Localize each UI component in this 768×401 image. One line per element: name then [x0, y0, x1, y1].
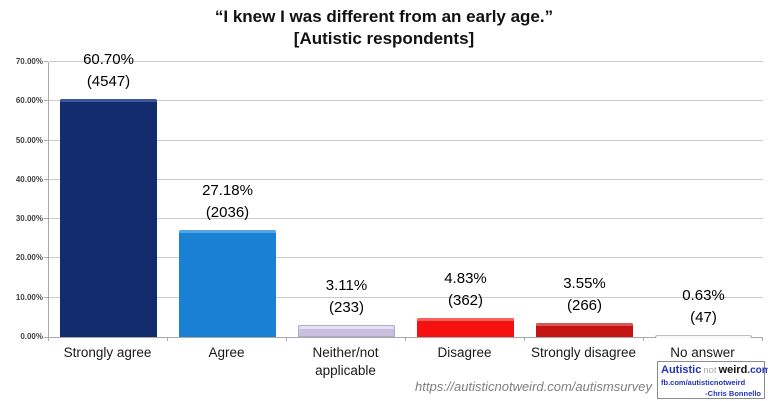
- bar-count-label: (2036): [205, 204, 250, 222]
- y-tick-mark: [44, 139, 48, 141]
- bar-count-label: (4547): [86, 72, 131, 90]
- gridline-70.00%: [49, 61, 763, 62]
- bar-value-label: 0.63% (47): [644, 285, 763, 329]
- bar-percent-label: 3.55%: [563, 275, 606, 293]
- y-tick-mark: [44, 218, 48, 220]
- y-tick-mark: [44, 178, 48, 180]
- x-tick-mark: [643, 337, 644, 341]
- logo-brand-not: not: [703, 365, 717, 376]
- chart-title-line2: [Autistic respondents]: [293, 29, 475, 48]
- bar-top-bevel: [417, 318, 514, 322]
- bar-top-bevel: [179, 230, 276, 234]
- logo-brand-weird: weird: [718, 364, 748, 376]
- logo-brand-autistic: Autistic: [661, 364, 702, 376]
- logo-box: Autistic not weird.com fb.com/autisticnotw…: [657, 361, 768, 399]
- watermark-url: https://autisticnotweird.com/autismsurve…: [415, 379, 652, 394]
- bar-percent-label: 0.63%: [682, 286, 725, 304]
- logo-brand-com: .com: [747, 365, 768, 376]
- y-tick-label: 60.00%: [15, 96, 43, 106]
- category-label: Strongly agree: [63, 345, 152, 360]
- bar-top-bevel: [299, 325, 394, 329]
- bar-percent-label: 60.70%: [83, 50, 134, 68]
- gridline-60.00%: [49, 100, 763, 102]
- y-tick-mark: [44, 100, 48, 102]
- bar-value-label: 3.11% (233): [287, 275, 406, 319]
- logo-brand: Autistic not weird.com: [661, 364, 768, 377]
- y-tick-label: 70.00%: [15, 57, 43, 66]
- plot-area: 60.70% (4547) 27.18% (2036) 3.11% (233) 4.83% (…: [48, 51, 763, 339]
- bar-value-label: 3.55% (266): [525, 273, 644, 317]
- logo-fb-url: fb.com/autisticnotweird: [661, 378, 746, 387]
- bar-top-bevel: [60, 98, 157, 102]
- bar-top-bevel: [656, 335, 751, 339]
- x-tick-mark: [48, 337, 49, 341]
- bar-count-label: (47): [690, 308, 717, 326]
- y-tick-label: 50.00%: [15, 135, 43, 145]
- y-tick-label: 0.00%: [20, 332, 43, 341]
- gridline-50.00%: [49, 139, 763, 141]
- x-axis-labels: Strongly agree Agree Neither/not applicabl…: [48, 344, 762, 380]
- x-tick-mark: [286, 337, 287, 341]
- gridline-40.00%: [49, 178, 763, 180]
- y-tick-mark: [44, 337, 48, 338]
- y-tick-label: 40.00%: [15, 174, 43, 184]
- x-tick-mark: [405, 337, 406, 341]
- bar-strongly-disagree: [536, 323, 633, 337]
- bar-percent-label: 4.83%: [444, 270, 487, 288]
- category-label: Strongly disagree: [530, 345, 637, 360]
- y-tick-label: 10.00%: [15, 292, 43, 302]
- bar-count-label: (266): [566, 297, 603, 315]
- x-tick-mark: [524, 337, 525, 341]
- bar-percent-label: 3.11%: [325, 276, 368, 294]
- bar-top-bevel: [536, 323, 633, 327]
- x-tick-mark: [762, 337, 763, 341]
- chart-title-line1: “I knew I was different from an early ag…: [214, 7, 554, 26]
- category-label: Agree: [208, 345, 245, 360]
- bar-agree: [179, 230, 276, 337]
- y-tick-label: 30.00%: [15, 214, 43, 224]
- bar-count-label: (362): [447, 292, 484, 310]
- bar-percent-label: 27.18%: [202, 182, 253, 200]
- logo-author: -Chris Bonnello: [705, 389, 761, 398]
- bar-strongly-agree: [60, 98, 157, 337]
- bar-count-label: (233): [328, 298, 365, 316]
- x-tick-mark: [167, 337, 168, 341]
- gridline-20.00%: [49, 257, 763, 259]
- bar-value-label: 60.70% (4547): [49, 49, 168, 93]
- y-tick-label: 20.00%: [15, 253, 43, 263]
- bar-value-label: 4.83% (362): [406, 268, 525, 312]
- y-tick-mark: [44, 296, 48, 298]
- gridline-30.00%: [49, 218, 763, 220]
- bar-neither-not-applicable: [298, 324, 395, 337]
- category-label: Neither/not applicable: [312, 345, 379, 378]
- category-label: No answer: [670, 345, 735, 360]
- gridline-0.00%: [49, 337, 763, 338]
- bar-disagree: [417, 318, 514, 337]
- category-label: Disagree: [437, 345, 492, 360]
- bar-no-answer: [655, 334, 752, 339]
- chart-title: “I knew I was different from an early ag…: [0, 6, 768, 50]
- y-tick-mark: [44, 257, 48, 259]
- y-tick-mark: [44, 61, 48, 62]
- gridline-10.00%: [49, 296, 763, 298]
- bar-value-label: 27.18% (2036): [168, 180, 287, 224]
